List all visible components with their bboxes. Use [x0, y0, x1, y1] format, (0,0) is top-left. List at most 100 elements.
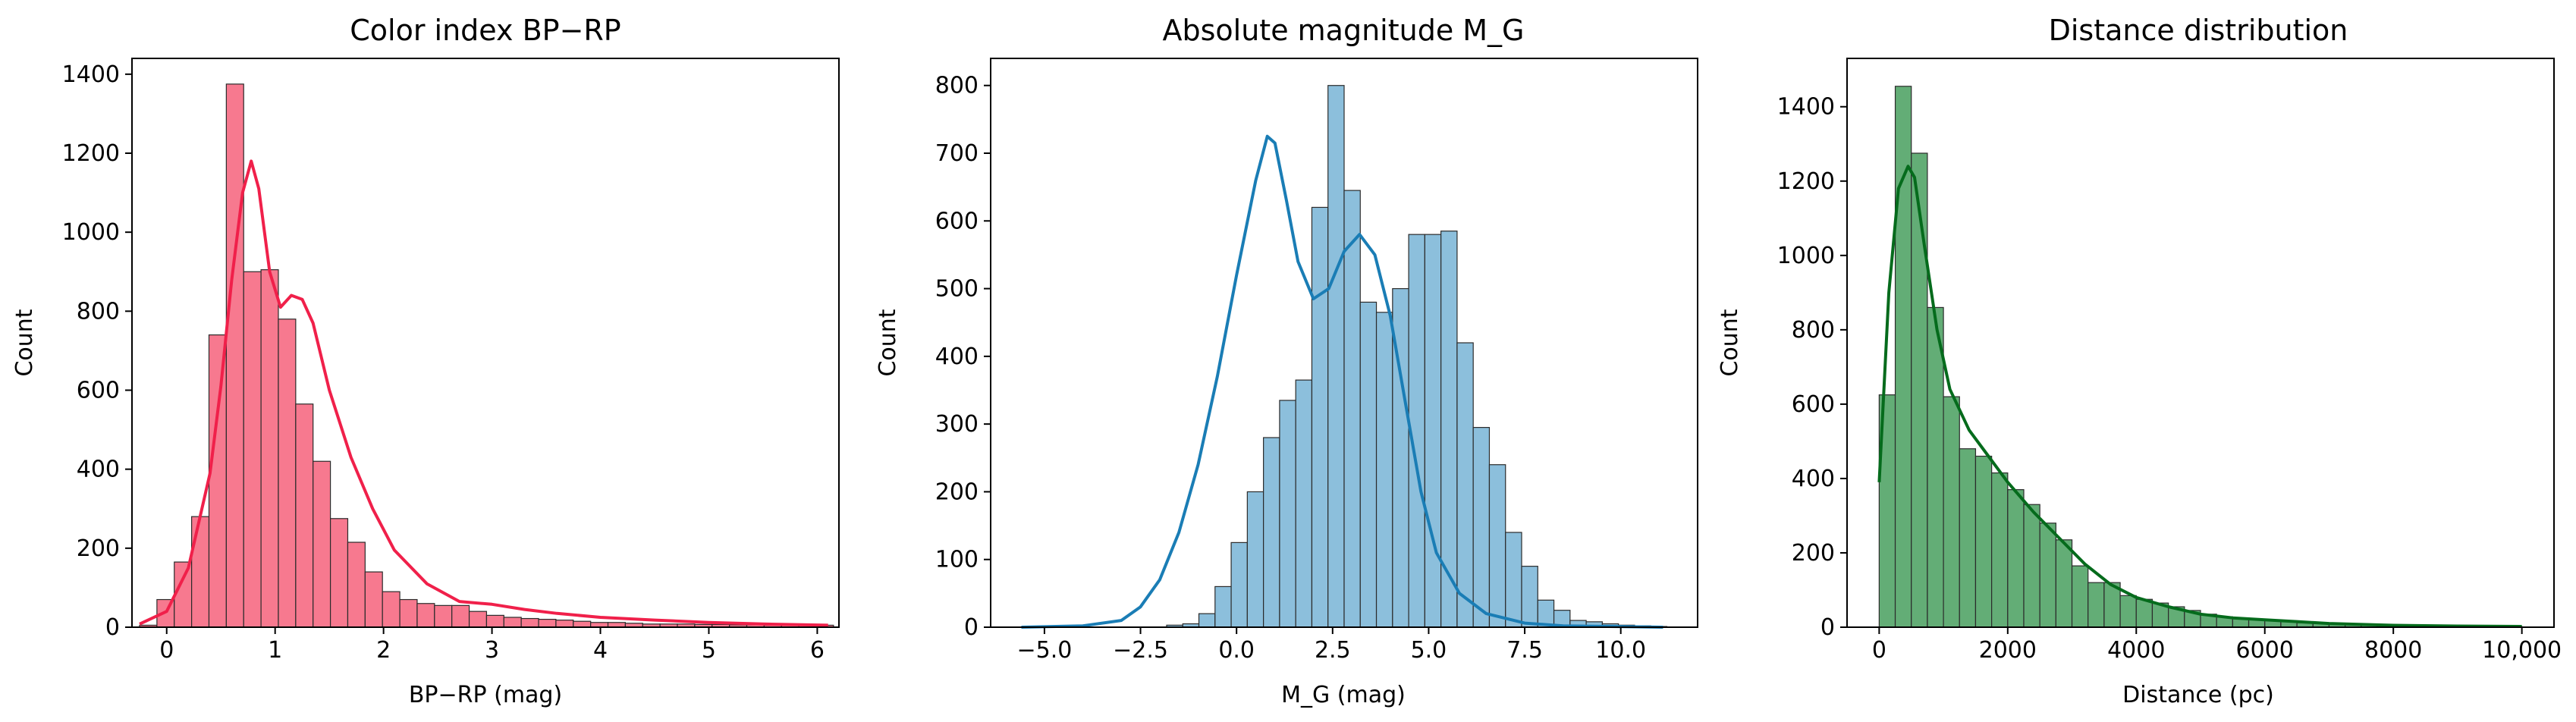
- panel-title: Distance distribution: [2049, 14, 2348, 47]
- histogram-bar: [2071, 565, 2089, 628]
- y-tick-label: 800: [935, 73, 979, 99]
- y-tick-label: 0: [105, 614, 120, 641]
- plot-area: 0 2000 4000 6000 8000 10,000 0 200 400 600 800 1000…: [1777, 86, 2562, 664]
- histogram-bar: [1943, 396, 1960, 628]
- y-tick-label: 400: [1792, 466, 1835, 492]
- histogram-bar: [468, 611, 488, 628]
- histogram-bar: [364, 571, 383, 628]
- x-tick-label: 10,000: [2482, 637, 2562, 664]
- panel-title: Color index BP−RP: [350, 14, 620, 47]
- kde-line: [139, 159, 828, 627]
- axes-frame: [131, 58, 840, 628]
- x-tick-label: 5: [702, 637, 716, 664]
- y-tick-label: 600: [935, 208, 979, 234]
- x-tick-label: 0.0: [1218, 637, 1255, 664]
- histogram-bar: [1343, 190, 1361, 628]
- histogram-bar: [2007, 489, 2025, 628]
- histogram-bar: [1263, 437, 1280, 628]
- panel-title: Absolute magnitude M_G: [1162, 14, 1524, 47]
- x-axis-label: Distance (pc): [2122, 682, 2274, 708]
- plot-area: −5.0 −2.5 0.0 2.5 5.0 7.5 10.0 0 100 200 300 400 500…: [935, 73, 1668, 664]
- x-tick-label: −2.5: [1113, 637, 1168, 664]
- histogram-bar: [382, 591, 401, 628]
- x-tick-label: 1: [268, 637, 282, 664]
- x-axis-label: M_G (mag): [1281, 682, 1406, 708]
- histogram-bar: [313, 460, 331, 628]
- x-tick-label: −5.0: [1016, 637, 1072, 664]
- x-tick-label: 6: [810, 637, 825, 664]
- histogram-bar: [1488, 464, 1506, 628]
- histogram-bar: [399, 598, 418, 628]
- histogram-bar: [1521, 566, 1538, 628]
- histogram-bar: [1991, 472, 2009, 628]
- x-tick-label: 10.0: [1595, 637, 1646, 664]
- panel-distance: Distance distribution 0 2000 4000 6000 8000 1…: [1717, 14, 2562, 708]
- y-tick-label: 1000: [1777, 243, 1835, 269]
- x-axis-label: BP−RP (mag): [409, 682, 562, 708]
- histogram-bar: [1311, 206, 1329, 628]
- histogram-bar: [243, 271, 262, 628]
- histogram-bar: [485, 614, 504, 628]
- histogram-bar: [2055, 539, 2073, 628]
- histogram-bar: [1279, 400, 1296, 628]
- histogram-bar: [451, 604, 470, 628]
- y-tick-label: 200: [1792, 540, 1835, 567]
- histogram-bar: [1198, 613, 1216, 628]
- y-tick-label: 400: [935, 344, 979, 370]
- histogram-bar: [573, 620, 592, 628]
- y-tick-label: 800: [1792, 317, 1835, 344]
- kde-line: [1021, 134, 1663, 629]
- histogram-bar: [208, 334, 227, 628]
- y-tick-label: 200: [77, 535, 120, 562]
- histogram-bar: [1230, 542, 1248, 628]
- histogram-bar: [225, 83, 244, 628]
- histogram-bar: [295, 403, 314, 628]
- x-tick-label: 5.0: [1411, 637, 1447, 664]
- x-tick-label: 3: [485, 637, 499, 664]
- histogram-bar: [347, 542, 366, 628]
- y-tick-label: 700: [935, 140, 979, 167]
- histogram-bar: [174, 561, 193, 628]
- x-tick-label: 0: [159, 637, 174, 664]
- histogram-bar: [1472, 427, 1491, 628]
- y-tick-label: 300: [935, 411, 979, 438]
- histogram-bar: [1456, 342, 1474, 628]
- histogram-bar: [1911, 152, 1928, 628]
- histogram-bar: [2039, 523, 2056, 628]
- y-tick-label: 200: [935, 479, 979, 505]
- histogram-bar: [2135, 598, 2153, 628]
- y-tick-label: 1200: [1777, 168, 1835, 195]
- histogram-bar: [1214, 585, 1232, 628]
- y-tick-label: 800: [77, 298, 120, 325]
- y-axis-label: Count: [11, 309, 38, 376]
- y-tick-label: 600: [77, 378, 120, 404]
- y-tick-label: 0: [1820, 614, 1835, 641]
- axes-frame: [1846, 58, 2555, 628]
- histogram-bar: [416, 603, 435, 628]
- x-tick-label: 7.5: [1506, 637, 1543, 664]
- histogram-bar: [2119, 595, 2137, 628]
- x-tick-label: 4000: [2107, 637, 2165, 664]
- histogram-bar: [260, 269, 279, 628]
- y-axis-label: Count: [1717, 309, 1743, 376]
- y-tick-label: 1000: [62, 219, 120, 246]
- kde-line: [1877, 165, 2522, 628]
- histogram-bar: [191, 516, 210, 628]
- y-tick-label: 1400: [62, 61, 120, 88]
- histogram-bar: [1295, 379, 1313, 628]
- y-tick-label: 1200: [62, 140, 120, 167]
- x-tick-label: 6000: [2236, 637, 2294, 664]
- x-tick-label: 0: [1872, 637, 1886, 664]
- histogram-bar: [1974, 455, 1993, 628]
- y-tick-label: 600: [1792, 391, 1835, 418]
- histogram-bar: [329, 518, 349, 628]
- y-tick-label: 400: [77, 457, 120, 483]
- x-tick-label: 2000: [1979, 637, 2037, 664]
- axes-frame: [990, 58, 1698, 628]
- x-tick-label: 2: [376, 637, 391, 664]
- y-tick-label: 0: [964, 614, 979, 641]
- x-tick-label: 2.5: [1315, 637, 1351, 664]
- histogram-bar: [1424, 234, 1442, 628]
- histogram-bar: [555, 620, 574, 628]
